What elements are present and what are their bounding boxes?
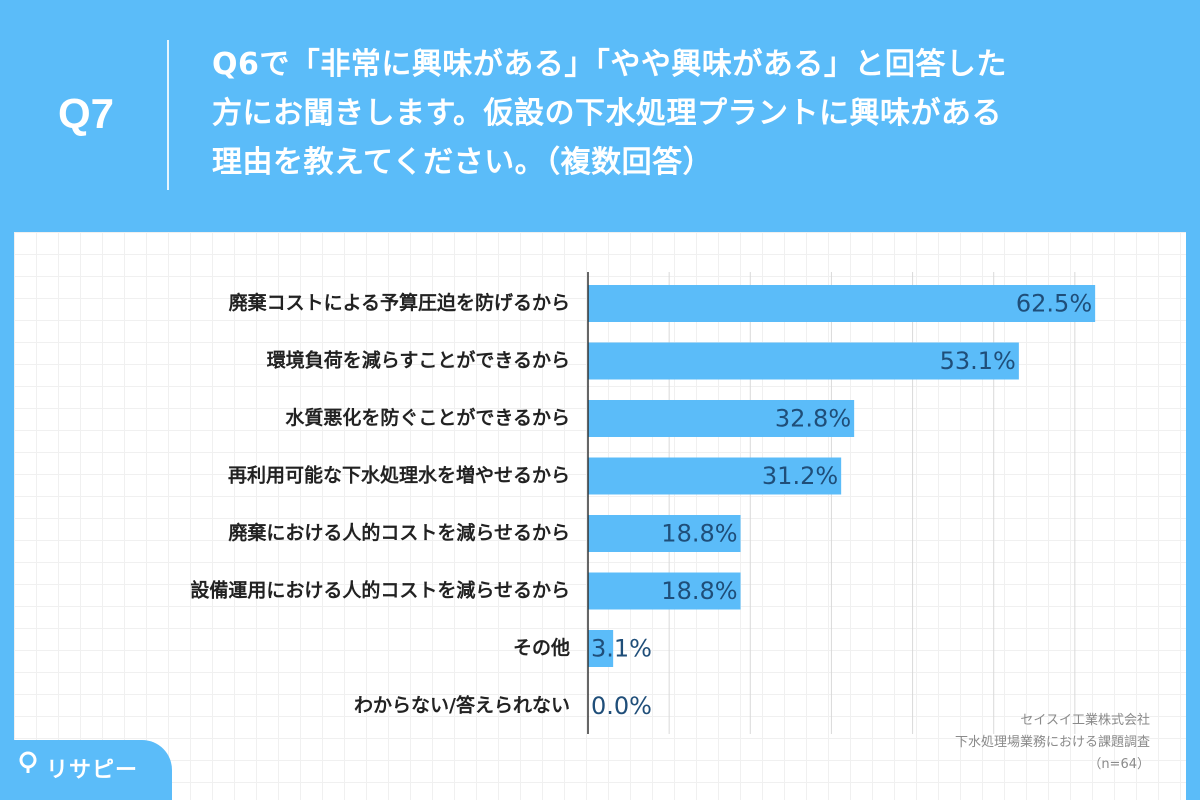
value-label: 3.1%: [591, 635, 652, 663]
value-label: 53.1%: [940, 347, 1016, 375]
question-number: Q7: [58, 90, 115, 137]
category-label: その他: [513, 636, 570, 659]
question-line-2: 方にお聞きします。仮設の下水処理プラントに興味がある: [212, 96, 1002, 131]
bar: [588, 630, 614, 667]
bar: [588, 342, 1019, 380]
category-label: 設備運用における人的コストを減らせるから: [190, 579, 570, 602]
bar: [588, 572, 741, 610]
question-text: Q6で「非常に興味がある」「やや興味がある」と回答した 方にお聞きします。仮設の…: [212, 40, 1172, 187]
bar: [588, 400, 855, 437]
question-line-1: Q6で「非常に興味がある」「やや興味がある」と回答した: [212, 47, 1007, 82]
value-label: 62.5%: [1016, 290, 1092, 318]
value-label: 31.2%: [762, 462, 838, 490]
value-label: 18.8%: [661, 520, 737, 548]
brand-logo: リサピー: [0, 740, 172, 800]
category-label: 水質悪化を防ぐことができるから: [285, 406, 570, 429]
bar: [588, 515, 741, 552]
category-label: わからない/答えられない: [354, 694, 570, 717]
brand-logo-text: リサピー: [46, 758, 139, 783]
pin-icon: [19, 751, 37, 773]
source-company: セイスイ工業株式会社: [1020, 713, 1150, 728]
value-label: 18.8%: [661, 577, 737, 605]
value-label: 0.0%: [591, 692, 652, 720]
bar: [588, 457, 842, 495]
source-survey: 下水処理場業務における課題調査: [954, 735, 1150, 750]
category-label: 廃棄における人的コストを減らせるから: [228, 521, 570, 544]
header-divider: [167, 40, 169, 190]
bar-chart: 廃棄コストによる予算圧迫を防げるから 62.5% 環境負荷を減らすことができるから 5…: [190, 272, 1096, 734]
value-label: 32.8%: [775, 405, 851, 433]
header: Q7 Q6で「非常に興味がある」「やや興味がある」と回答した 方にお聞きします。…: [0, 0, 1200, 232]
source-sample-size: （n=64）: [1088, 757, 1150, 772]
source-note: セイスイ工業株式会社 下水処理場業務における課題調査 （n=64）: [955, 710, 1150, 776]
category-label: 廃棄コストによる予算圧迫を防げるから: [229, 291, 570, 314]
question-line-3: 理由を教えてください。（複数回答）: [212, 145, 714, 180]
chart-panel: 廃棄コストによる予算圧迫を防げるから 62.5% 環境負荷を減らすことができるから 5…: [14, 232, 1186, 800]
category-label: 環境負荷を減らすことができるから: [267, 349, 570, 372]
category-label: 再利用可能な下水処理水を増やせるから: [228, 464, 570, 487]
bar: [588, 285, 1096, 322]
